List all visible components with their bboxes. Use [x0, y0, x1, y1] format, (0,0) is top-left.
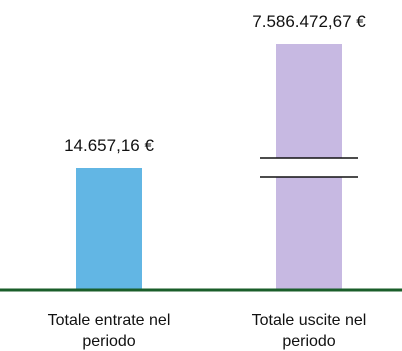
category-label-1: Totale entrate nel periodo	[48, 312, 171, 350]
category-label-2: Totale uscite nel periodo	[252, 312, 367, 350]
axis-break-gap	[276, 158, 342, 177]
data-label-1: 14.657,16 €	[64, 136, 154, 155]
data-label-2: 7.586.472,67 €	[252, 12, 366, 31]
bar-1	[76, 168, 142, 290]
